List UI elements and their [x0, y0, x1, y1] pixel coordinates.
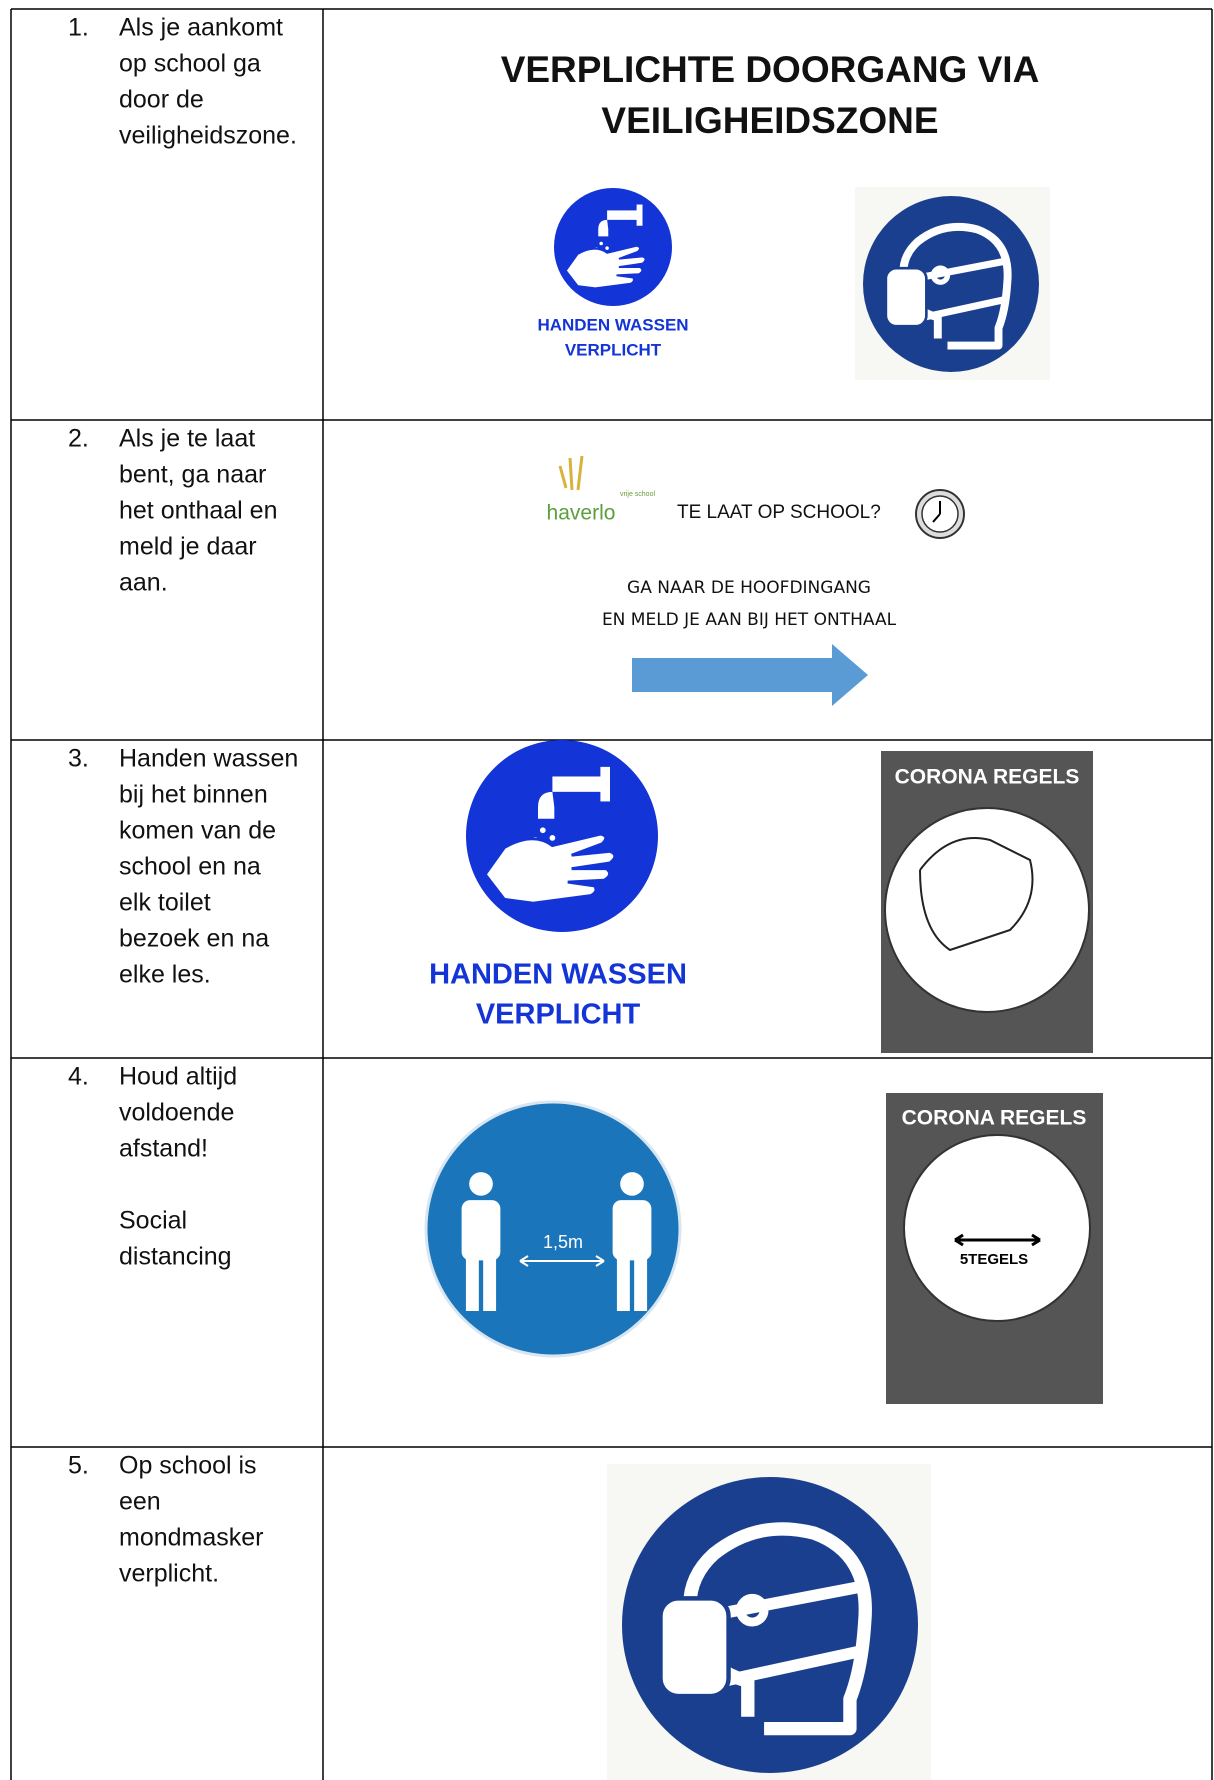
item-text: meld je daar	[119, 533, 257, 561]
item-text: elke les.	[119, 961, 211, 989]
logo-mark	[558, 455, 584, 491]
item-text: komen van de	[119, 817, 276, 845]
item-text: aan.	[119, 569, 168, 597]
item-text: bezoek en na	[119, 925, 269, 953]
item-number: 5.	[68, 1452, 89, 1480]
poster-title: CORONA REGELS	[895, 766, 1080, 789]
sign-text: VERPLICHT	[476, 999, 641, 1031]
mask-icon	[622, 1477, 918, 1773]
handwash-icon	[466, 740, 658, 932]
sign-text: HANDEN WASSEN	[537, 315, 688, 334]
item-text: afstand!	[119, 1135, 208, 1163]
clock-icon	[915, 489, 965, 539]
poster-circle	[903, 1134, 1091, 1322]
item-text: Als je te laat	[119, 425, 255, 453]
panel-title: VEILIGHEIDSZONE	[601, 100, 938, 141]
poster-arrow	[954, 1233, 1041, 1247]
row-1-panel: VERPLICHTE DOORGANG VIA VEILIGHEIDSZONE …	[501, 49, 1050, 380]
sign-text: HANDEN WASSEN	[429, 959, 687, 991]
handwash-icon	[554, 188, 672, 306]
instruction: EN MELD JE AAN BIJ HET ONTHAAL	[602, 610, 897, 630]
poster-title: CORONA REGELS	[902, 1107, 1087, 1130]
panel-title: VERPLICHTE DOORGANG VIA	[501, 49, 1040, 90]
poster-circle	[884, 807, 1090, 1013]
item-text: op school ga	[119, 50, 261, 78]
item-text: bij het binnen	[119, 781, 268, 809]
item-number: 1.	[68, 14, 89, 42]
distance-label: 1,5m	[543, 1232, 583, 1252]
item-text: het onthaal en	[119, 497, 277, 525]
item-text: door de	[119, 86, 204, 114]
item-text: verplicht.	[119, 1560, 219, 1588]
item-text: school en na	[119, 853, 261, 881]
sign-text: VERPLICHT	[565, 340, 662, 359]
instruction: GA NAAR DE HOOFDINGANG	[627, 578, 871, 598]
row-2-panel: vrije school haverlo TE LAAT OP SCHOOL? …	[547, 455, 965, 706]
item-text: een	[119, 1488, 161, 1516]
item-text: Social	[119, 1207, 187, 1235]
logo-sub: vrije school	[620, 491, 655, 498]
item-text: voldoende	[119, 1099, 234, 1127]
row-3-panel: HANDEN WASSEN VERPLICHT CORONA REGELS	[429, 740, 1093, 1053]
item-text: bent, ga naar	[119, 461, 266, 489]
item-number: 3.	[68, 745, 89, 773]
item-text: Op school is	[119, 1452, 257, 1480]
item-text: veiligheidszone.	[119, 122, 297, 150]
row-4-panel: 1,5m CORONA REGELS 5TEGELS	[424, 1093, 1103, 1404]
mask-icon	[863, 196, 1039, 372]
left-column: 1. Als je aankomt op school ga door de veili…	[68, 14, 298, 1588]
poster-text: 5TEGELS	[960, 1251, 1028, 1268]
item-text: Houd altijd	[119, 1063, 237, 1091]
item-number: 2.	[68, 425, 89, 453]
item-text: distancing	[119, 1243, 232, 1271]
arrow	[632, 644, 868, 706]
row-5-panel	[607, 1464, 931, 1780]
item-text: elk toilet	[119, 889, 211, 917]
table-grid	[10, 8, 1213, 1780]
question: TE LAAT OP SCHOOL?	[677, 502, 881, 523]
logo: haverlo	[547, 502, 616, 525]
item-text: mondmasker	[119, 1524, 264, 1552]
item-text: Handen wassen	[119, 745, 298, 773]
poster-drawing	[919, 837, 1034, 952]
distance-arrow	[519, 1255, 605, 1267]
item-text: Als je aankomt	[119, 14, 283, 42]
item-number: 4.	[68, 1063, 89, 1091]
